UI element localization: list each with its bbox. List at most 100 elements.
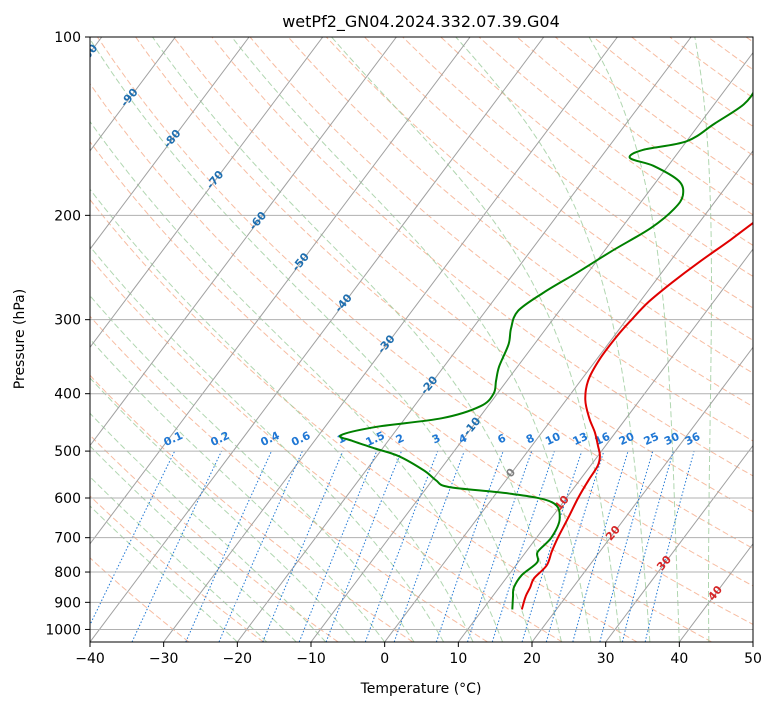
mixing-ratio-label: 0.2 (208, 429, 231, 449)
mixing-ratio-label: 13 (571, 430, 590, 448)
moist-adiabat (152, 37, 562, 642)
moist-adiabat (90, 245, 445, 642)
moist-adiabat (90, 295, 415, 642)
mixing-ratio-line (262, 450, 344, 642)
x-axis-ticks: −40 −30 −20 −10 0 10 20 30 40 50 (75, 642, 762, 667)
mixing-ratio-label: 0.4 (258, 429, 281, 449)
isotherm-line (605, 444, 753, 642)
x-tick-label: −40 (75, 651, 105, 667)
background-lines (90, 37, 753, 642)
isotherm-label: 0 (503, 466, 518, 480)
dry-adiabat (211, 37, 753, 477)
dry-adiabat (364, 37, 753, 341)
y-tick-label: 100 (54, 30, 81, 46)
y-tick-label: 300 (54, 313, 81, 329)
mixing-ratio-line (185, 450, 272, 642)
isotherm-line (90, 37, 250, 250)
y-axis-title: Pressure (hPa) (12, 289, 28, 389)
mixing-ratio-label: 3 (430, 431, 442, 446)
mixing-ratio-label: 36 (683, 430, 703, 448)
isotherm-label: -90 (118, 86, 141, 110)
dry-adiabat (90, 83, 753, 625)
mixing-ratio-label: 30 (662, 430, 682, 448)
mixing-ratio-line (599, 450, 654, 642)
y-tick-label: 400 (54, 387, 81, 403)
profile-series (338, 91, 753, 610)
isotherm-line (236, 37, 692, 642)
dry-adiabat (90, 557, 190, 642)
isotherm-label: -50 (289, 250, 312, 274)
moist-adiabat (90, 412, 327, 642)
mixing-ratio-line (467, 450, 533, 642)
chart-title: wetPf2_GN04.2024.332.07.39.G04 (282, 12, 560, 32)
moist-adiabat (90, 476, 268, 642)
dry-adiabat (173, 37, 753, 513)
dry-adiabat (90, 495, 264, 642)
isotherm-label: 30 (654, 553, 674, 573)
isotherm-label: -40 (332, 291, 355, 315)
moist-adiabat (90, 188, 474, 642)
moist-adiabat (90, 338, 386, 642)
y-axis-ticks: 100 200 300 400 500 600 700 800 900 1000 (45, 30, 90, 638)
dry-adiabat (554, 37, 753, 186)
dry-adiabat (90, 140, 712, 642)
x-tick-label: 20 (523, 651, 541, 667)
dry-adiabat (135, 37, 753, 550)
dry-adiabat (287, 37, 753, 408)
mixing-ratio-label: 6 (495, 431, 508, 446)
moist-adiabat (331, 37, 621, 642)
y-tick-label: 500 (54, 444, 81, 460)
isotherm-line (678, 542, 753, 642)
x-tick-label: −10 (296, 651, 326, 667)
dry-adiabat (90, 374, 414, 642)
isotherm-line (90, 37, 471, 545)
y-tick-label: 600 (54, 491, 81, 507)
mixing-ratio-line (298, 450, 378, 642)
mixing-ratio-label: 10 (543, 430, 563, 448)
dry-adiabat (402, 37, 753, 309)
isotherm-line (531, 346, 753, 642)
isotherm-line (90, 37, 545, 642)
mixing-ratio-line (393, 450, 465, 642)
isotherm-line (90, 37, 176, 152)
mixing-ratio-label: 20 (617, 430, 637, 448)
temperature-series-line (520, 221, 753, 610)
plot-frame (89, 36, 754, 643)
mixing-ratio-line (621, 450, 674, 642)
mixing-ratio-line (131, 450, 223, 642)
mixing-ratio-label: 8 (524, 431, 536, 446)
pressure-gridlines (90, 37, 753, 630)
isotherm-line (457, 248, 753, 642)
y-tick-label: 700 (54, 531, 81, 547)
x-tick-label: 0 (380, 651, 389, 667)
moist-adiabat (90, 120, 503, 642)
isotherm-line (752, 641, 753, 642)
x-tick-label: 50 (744, 651, 762, 667)
dry-adiabat (90, 198, 638, 642)
mixing-ratio-line (644, 450, 695, 642)
mixing-ratio-line (572, 450, 629, 642)
mixing-ratio-line (435, 450, 504, 642)
mixing-ratio-label: 25 (642, 430, 661, 448)
dry-adiabat (440, 37, 753, 278)
mixing-ratio-line (90, 450, 176, 626)
dry-adiabat (90, 315, 488, 642)
moist-adiabat (455, 37, 651, 642)
y-tick-label: 800 (54, 565, 81, 581)
moist-adiabat (90, 38, 533, 642)
dewpoint-series-line (338, 91, 753, 610)
x-tick-label: 40 (670, 651, 688, 667)
x-tick-label: 10 (449, 651, 467, 667)
dry-adiabat (90, 257, 563, 642)
mixing-ratio-line (325, 450, 402, 642)
isotherm-label: 20 (603, 523, 623, 543)
dry-adiabat (90, 434, 339, 642)
y-tick-label: 900 (54, 595, 81, 611)
y-tick-label: 200 (54, 208, 81, 224)
isotherm-label: -70 (204, 168, 227, 192)
mixing-ratio-line (218, 450, 303, 642)
mixing-ratio-line (491, 450, 555, 642)
dry-adiabat (325, 37, 753, 374)
mixing-ratio-label: 0.6 (289, 429, 312, 449)
